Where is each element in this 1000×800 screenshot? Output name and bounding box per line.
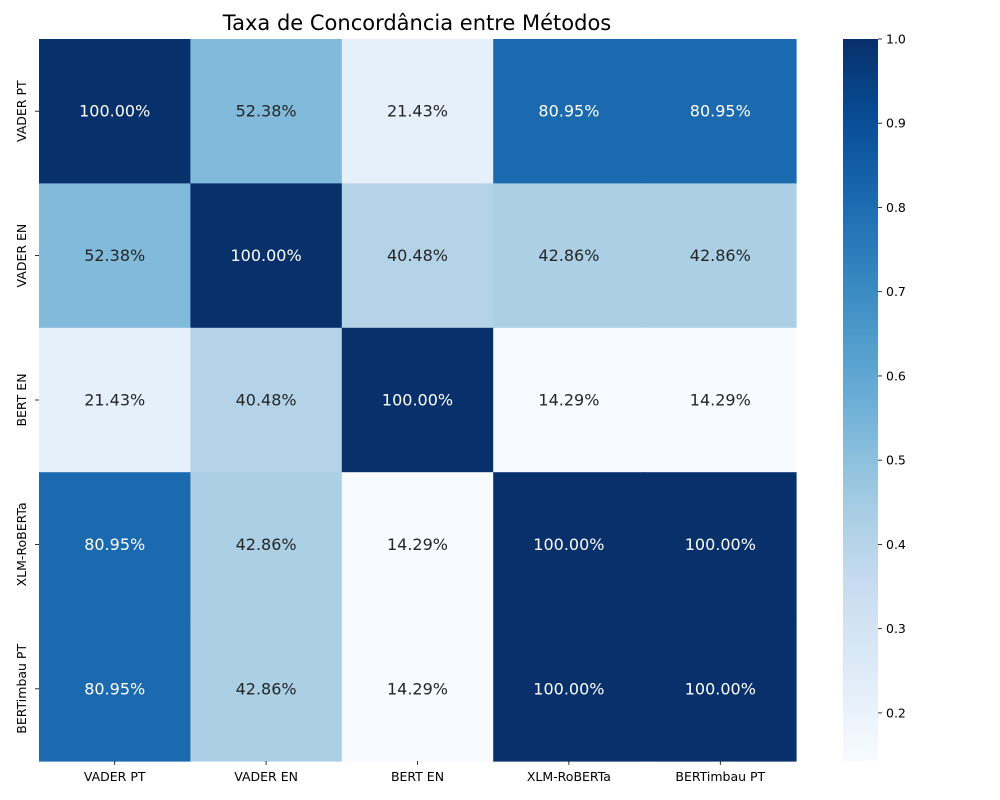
heatmap-cell-r3-c4	[644, 472, 797, 618]
heatmap-cell-r0-c1	[190, 39, 343, 184]
cell-annotation-r1-c2: 40.48%	[387, 246, 448, 265]
cell-annotation-r3-c3: 100.00%	[533, 535, 604, 554]
heatmap-cell-r2-c2	[341, 327, 494, 473]
heatmap-cell-r4-c2	[341, 616, 494, 762]
cell-annotation-r2-c1: 40.48%	[236, 391, 297, 410]
cell-annotation-r4-c0: 80.95%	[84, 679, 145, 698]
heatmap-cell-r1-c1	[190, 183, 343, 329]
heatmap-cell-r3-c3	[493, 472, 646, 618]
heatmap-cell-r1-c0	[39, 183, 191, 329]
colorbar-tick-label: 1.0	[886, 32, 906, 47]
x-tick-label: VADER PT	[84, 769, 146, 784]
heatmap-cell-r2-c0	[39, 327, 191, 473]
colorbar-tick-label: 0.5	[886, 453, 906, 468]
heatmap-cell-r0-c0	[39, 39, 191, 184]
x-tick-label: BERTimbau PT	[675, 769, 765, 784]
colorbar-tick-label: 0.9	[886, 116, 906, 131]
y-tick-label: VADER EN	[14, 224, 29, 288]
cell-annotation-r1-c0: 52.38%	[84, 246, 145, 265]
heatmap-cell-r0-c3	[493, 39, 646, 184]
heatmap-cell-r1-c4	[644, 183, 797, 329]
heatmap-cell-r4-c1	[190, 616, 343, 762]
heatmap-cell-r0-c2	[341, 39, 494, 184]
cell-annotation-r2-c2: 100.00%	[382, 391, 453, 410]
colorbar-tick-label: 0.6	[886, 368, 906, 383]
x-tick-label: BERT EN	[391, 769, 444, 784]
cell-annotation-r0-c4: 80.95%	[690, 102, 751, 121]
colorbar-tick-label: 0.8	[886, 200, 906, 215]
colorbar: 0.2 0.3 0.4 0.5 0.6 0.7 0.8 0.9 1.0	[843, 32, 906, 761]
heatmap-annotations: 100.00% 52.38% 21.43% 80.95% 80.95% 52.38% 100…	[79, 102, 756, 699]
cell-annotation-r3-c1: 42.86%	[236, 535, 297, 554]
cell-annotation-r0-c3: 80.95%	[538, 102, 599, 121]
cell-annotation-r4-c1: 42.86%	[236, 679, 297, 698]
heatmap-cell-r3-c0	[39, 472, 191, 618]
y-axis: VADER PT VADER EN BERT EN XLM-RoBERTa BERTim…	[14, 80, 39, 734]
heatmap-cell-r1-c3	[493, 183, 646, 329]
x-tick-label: VADER EN	[234, 769, 298, 784]
cell-annotation-r0-c2: 21.43%	[387, 102, 448, 121]
cell-annotation-r2-c0: 21.43%	[84, 391, 145, 410]
cell-annotation-r4-c2: 14.29%	[387, 679, 448, 698]
cell-annotation-r1-c3: 42.86%	[538, 246, 599, 265]
heatmap-cell-r1-c2	[341, 183, 494, 329]
heatmap-cell-r4-c4	[644, 616, 797, 762]
heatmap-cell-r2-c4	[644, 327, 797, 473]
cell-annotation-r3-c4: 100.00%	[685, 535, 756, 554]
cell-annotation-r0-c0: 100.00%	[79, 102, 150, 121]
cell-annotation-r1-c4: 42.86%	[690, 246, 751, 265]
cell-annotation-r1-c1: 100.00%	[231, 246, 302, 265]
cell-annotation-r3-c2: 14.29%	[387, 535, 448, 554]
y-tick-label: XLM-RoBERTa	[14, 502, 29, 586]
heatmap-cells	[39, 39, 797, 762]
cell-annotation-r2-c4: 14.29%	[690, 391, 751, 410]
colorbar-tick-label: 0.3	[886, 621, 906, 636]
colorbar-tick-label: 0.7	[886, 284, 906, 299]
heatmap-cell-r4-c3	[493, 616, 646, 762]
cell-annotation-r4-c4: 100.00%	[685, 679, 756, 698]
x-axis: VADER PT VADER EN BERT EN XLM-RoBERTa BERTim…	[84, 761, 766, 784]
heatmap-cell-r3-c1	[190, 472, 343, 618]
colorbar-gradient	[843, 39, 878, 761]
y-tick-label: BERT EN	[14, 373, 29, 426]
colorbar-tick-label: 0.4	[886, 537, 906, 552]
colorbar-tick-label: 0.2	[886, 705, 906, 720]
heatmap-cell-r3-c2	[341, 472, 494, 618]
chart-title: Taxa de Concordância entre Métodos	[222, 11, 612, 35]
cell-annotation-r2-c3: 14.29%	[538, 391, 599, 410]
heatmap-cell-r0-c4	[644, 39, 797, 184]
cell-annotation-r4-c3: 100.00%	[533, 679, 604, 698]
x-tick-label: XLM-RoBERTa	[527, 769, 611, 784]
heatmap-cell-r2-c3	[493, 327, 646, 473]
heatmap-cell-r4-c0	[39, 616, 191, 762]
cell-annotation-r3-c0: 80.95%	[84, 535, 145, 554]
y-tick-label: BERTimbau PT	[14, 644, 29, 734]
heatmap-cell-r2-c1	[190, 327, 343, 473]
cell-annotation-r0-c1: 52.38%	[236, 102, 297, 121]
y-tick-label: VADER PT	[14, 80, 29, 142]
